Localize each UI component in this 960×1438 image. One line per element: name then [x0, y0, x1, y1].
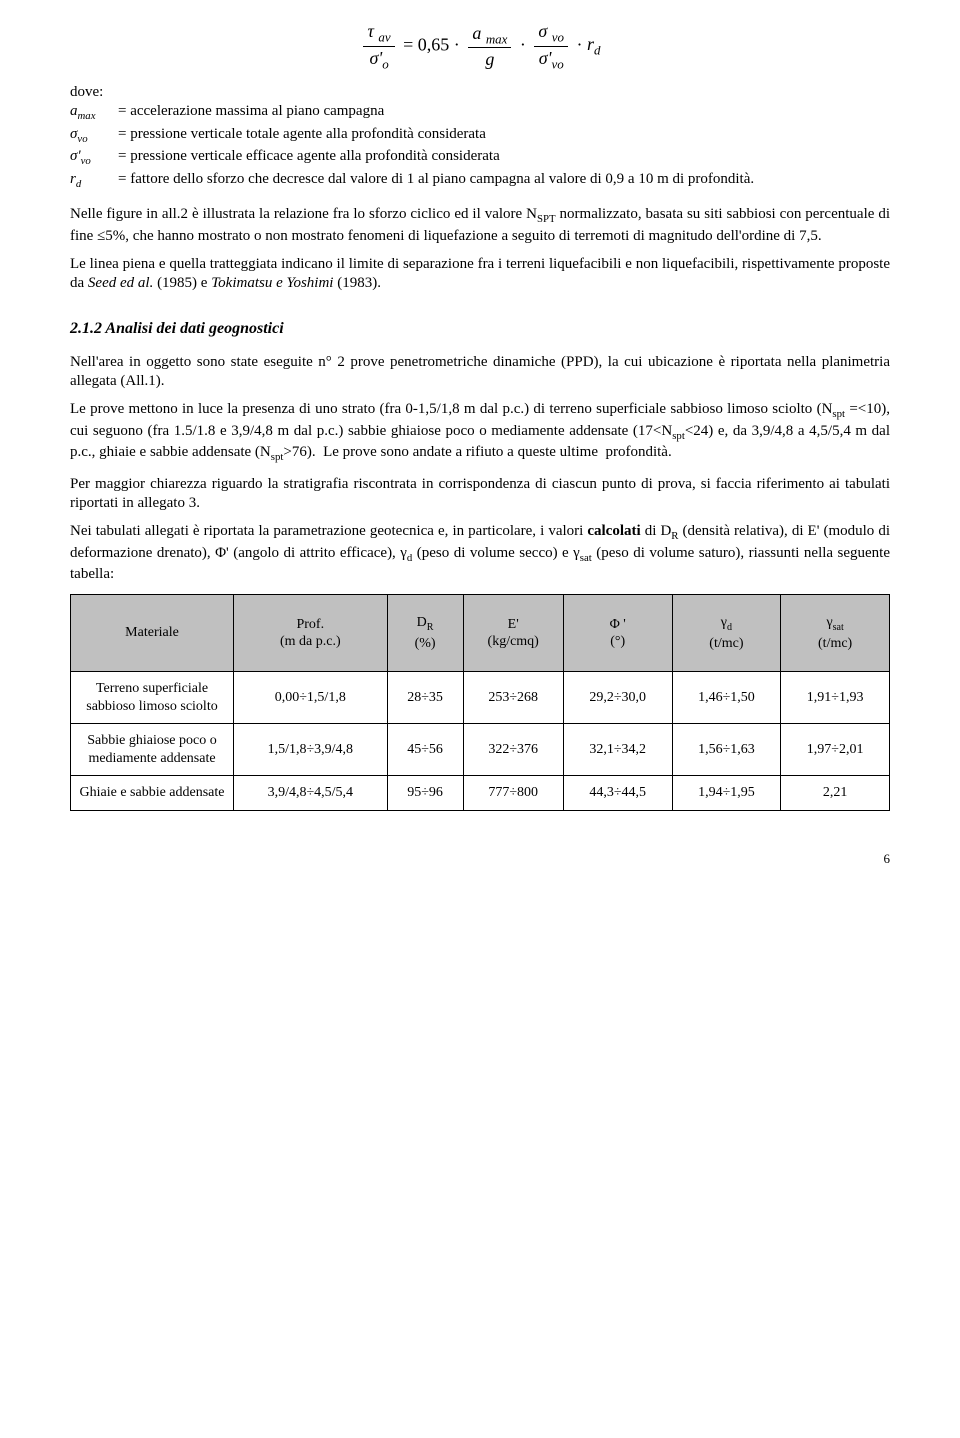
table-cell: 29,2÷30,0 — [563, 672, 672, 724]
table-cell: 45÷56 — [387, 724, 463, 776]
col-header: E'(kg/cmq) — [463, 595, 563, 672]
def-row: σ'vo = pressione verticale efficace agen… — [70, 147, 890, 168]
table-cell: Terreno superficiale sabbioso limoso sci… — [71, 672, 234, 724]
col-header: Prof.(m da p.c.) — [234, 595, 388, 672]
geotech-table: Materiale Prof.(m da p.c.) DR(%) E'(kg/c… — [70, 594, 890, 811]
paragraph-2: Le linea piena e quella tratteggiata ind… — [70, 255, 890, 293]
col-header: γd(t/mc) — [672, 595, 781, 672]
def-text: = accelerazione massima al piano campagn… — [118, 102, 890, 123]
table-cell: Ghiaie e sabbie addensate — [71, 776, 234, 811]
table-cell: 1,91÷1,93 — [781, 672, 890, 724]
page-number: 6 — [70, 851, 890, 867]
main-formula: τ avσ'o = 0,65 · a maxg · σ voσ'vo · rd — [70, 20, 890, 73]
paragraph-4: Le prove mettono in luce la presenza di … — [70, 400, 890, 464]
table-cell: 1,5/1,8÷3,9/4,8 — [234, 724, 388, 776]
table-cell: 777÷800 — [463, 776, 563, 811]
table-row: Terreno superficiale sabbioso limoso sci… — [71, 672, 890, 724]
paragraph-1: Nelle figure in all.2 è illustrata la re… — [70, 205, 890, 245]
dove-label: dove: — [70, 83, 890, 102]
def-symbol: rd — [70, 170, 118, 191]
table-cell: 1,56÷1,63 — [672, 724, 781, 776]
def-row: σvo = pressione verticale totale agente … — [70, 125, 890, 146]
paragraph-5: Per maggior chiarezza riguardo la strati… — [70, 475, 890, 513]
table-cell: 1,46÷1,50 — [672, 672, 781, 724]
def-row: amax = accelerazione massima al piano ca… — [70, 102, 890, 123]
def-row: rd = fattore dello sforzo che decresce d… — [70, 170, 890, 191]
table-cell: 44,3÷44,5 — [563, 776, 672, 811]
table-row: Sabbie ghiaiose poco o mediamente addens… — [71, 724, 890, 776]
def-symbol: σvo — [70, 125, 118, 146]
def-text: = pressione verticale efficace agente al… — [118, 147, 890, 168]
paragraph-3: Nell'area in oggetto sono state eseguite… — [70, 353, 890, 391]
col-header: Materiale — [71, 595, 234, 672]
table-cell: 95÷96 — [387, 776, 463, 811]
table-row: Ghiaie e sabbie addensate3,9/4,8÷4,5/5,4… — [71, 776, 890, 811]
table-cell: 253÷268 — [463, 672, 563, 724]
table-cell: Sabbie ghiaiose poco o mediamente addens… — [71, 724, 234, 776]
table-cell: 1,94÷1,95 — [672, 776, 781, 811]
table-header-row: Materiale Prof.(m da p.c.) DR(%) E'(kg/c… — [71, 595, 890, 672]
table-cell: 2,21 — [781, 776, 890, 811]
paragraph-6: Nei tabulati allegati è riportata la par… — [70, 522, 890, 584]
def-text: = fattore dello sforzo che decresce dal … — [118, 170, 890, 191]
def-symbol: amax — [70, 102, 118, 123]
col-header: γsat(t/mc) — [781, 595, 890, 672]
definitions-block: dove: amax = accelerazione massima al pi… — [70, 83, 890, 192]
col-header: Φ '(°) — [563, 595, 672, 672]
table-cell: 32,1÷34,2 — [563, 724, 672, 776]
section-title: 2.1.2 Analisi dei dati geognostici — [70, 319, 890, 339]
table-cell: 3,9/4,8÷4,5/5,4 — [234, 776, 388, 811]
def-symbol: σ'vo — [70, 147, 118, 168]
table-cell: 1,97÷2,01 — [781, 724, 890, 776]
col-header: DR(%) — [387, 595, 463, 672]
table-cell: 28÷35 — [387, 672, 463, 724]
table-cell: 322÷376 — [463, 724, 563, 776]
table-cell: 0,00÷1,5/1,8 — [234, 672, 388, 724]
table-body: Terreno superficiale sabbioso limoso sci… — [71, 672, 890, 811]
def-text: = pressione verticale totale agente alla… — [118, 125, 890, 146]
